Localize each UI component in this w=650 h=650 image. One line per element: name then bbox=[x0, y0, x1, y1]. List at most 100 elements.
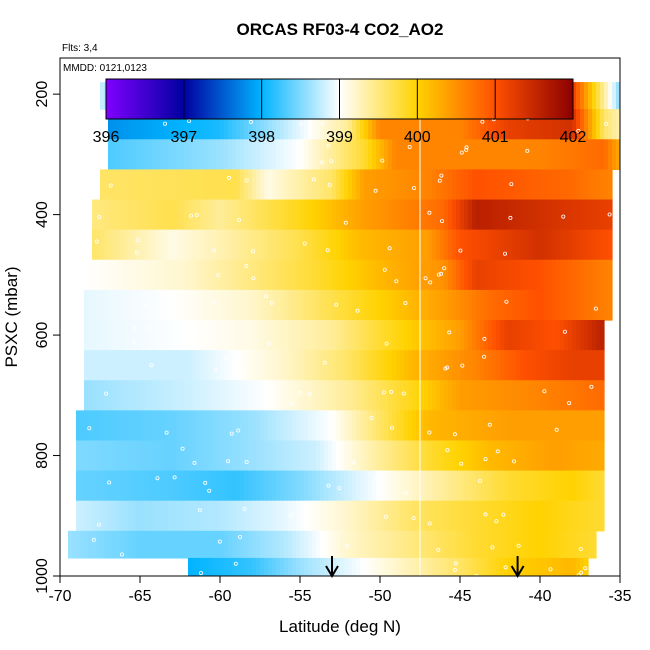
heatmap-cell bbox=[492, 410, 497, 442]
heatmap-cell bbox=[368, 557, 373, 576]
heatmap-cell bbox=[364, 350, 369, 381]
heatmap-cell bbox=[356, 259, 361, 291]
heatmap-cell bbox=[516, 530, 521, 559]
heatmap-cell bbox=[500, 229, 505, 261]
heatmap-cell bbox=[260, 380, 265, 411]
heatmap-cell bbox=[268, 169, 273, 201]
heatmap-cell bbox=[500, 289, 505, 321]
heatmap-cell bbox=[164, 199, 169, 231]
heatmap-cell bbox=[524, 440, 529, 472]
heatmap-cell bbox=[472, 259, 477, 291]
heatmap-cell bbox=[192, 139, 197, 171]
sample-marker bbox=[389, 389, 394, 394]
heatmap-cell bbox=[324, 199, 329, 231]
heatmap-cell bbox=[96, 410, 101, 442]
heatmap-cell bbox=[264, 440, 269, 472]
heatmap-cell bbox=[516, 350, 521, 381]
heatmap-cell bbox=[600, 320, 605, 351]
heatmap-cell bbox=[212, 259, 217, 291]
heatmap-cell bbox=[556, 440, 561, 472]
heatmap-cell bbox=[200, 320, 205, 351]
heatmap-cell bbox=[260, 530, 265, 559]
heatmap-cell bbox=[576, 229, 581, 261]
heatmap-cell bbox=[392, 380, 397, 411]
heatmap-cell bbox=[560, 440, 565, 472]
heatmap-cell bbox=[128, 440, 133, 472]
heatmap-cell bbox=[184, 169, 189, 201]
heatmap-cell bbox=[300, 139, 305, 171]
heatmap-cell bbox=[144, 289, 149, 321]
heatmap-cell bbox=[424, 500, 429, 532]
heatmap-cell bbox=[376, 289, 381, 321]
heatmap-cell bbox=[128, 199, 133, 231]
heatmap-cell bbox=[532, 350, 537, 381]
heatmap-cell bbox=[280, 169, 285, 201]
heatmap-cell bbox=[180, 500, 185, 532]
heatmap-cell bbox=[96, 320, 101, 351]
heatmap-cell bbox=[224, 229, 229, 261]
heatmap-cell bbox=[440, 229, 445, 261]
heatmap-cell bbox=[532, 259, 537, 291]
heatmap-cell bbox=[420, 229, 425, 261]
heatmap-cell bbox=[116, 289, 121, 321]
heatmap-cell bbox=[244, 470, 249, 502]
heatmap-cell bbox=[436, 530, 441, 559]
y-tick-label: 200 bbox=[34, 81, 51, 108]
heatmap-cell bbox=[484, 530, 489, 559]
heatmap-cell bbox=[224, 440, 229, 472]
heatmap-cell bbox=[292, 169, 297, 201]
heatmap-cell bbox=[396, 199, 401, 231]
heatmap-cell bbox=[192, 169, 197, 201]
heatmap-cell bbox=[228, 199, 233, 231]
heatmap-cell bbox=[476, 410, 481, 442]
heatmap-cell bbox=[580, 169, 585, 201]
heatmap-cell bbox=[412, 169, 417, 201]
heatmap-cell bbox=[380, 229, 385, 261]
heatmap-cell bbox=[424, 380, 429, 411]
heatmap-cell bbox=[112, 350, 117, 381]
heatmap-cell bbox=[380, 530, 385, 559]
heatmap-cell bbox=[348, 199, 353, 231]
heatmap-cell bbox=[524, 350, 529, 381]
heatmap-cell bbox=[464, 530, 469, 559]
heatmap-cell bbox=[472, 169, 477, 201]
heatmap-cell bbox=[592, 229, 597, 261]
sample-marker bbox=[194, 212, 199, 217]
heatmap-cell bbox=[544, 470, 549, 502]
heatmap-cell bbox=[196, 289, 201, 321]
heatmap-cell bbox=[324, 440, 329, 472]
sample-marker bbox=[452, 432, 457, 437]
heatmap-cell bbox=[412, 199, 417, 231]
heatmap-cell bbox=[276, 440, 281, 472]
heatmap-cell bbox=[280, 500, 285, 532]
heatmap-cell bbox=[524, 169, 529, 201]
heatmap-cell bbox=[356, 380, 361, 411]
heatmap-cell bbox=[144, 229, 149, 261]
heatmap-cell bbox=[396, 259, 401, 291]
heatmap-cell bbox=[128, 350, 133, 381]
heatmap-cell bbox=[204, 350, 209, 381]
heatmap-cell bbox=[600, 500, 605, 532]
heatmap-cell bbox=[440, 500, 445, 532]
heatmap-cell bbox=[412, 380, 417, 411]
heatmap-cell bbox=[292, 199, 297, 231]
heatmap-cell bbox=[600, 410, 605, 442]
heatmap-cell bbox=[464, 229, 469, 261]
heatmap-cell bbox=[120, 199, 125, 231]
heatmap-cell bbox=[428, 440, 433, 472]
heatmap-cell bbox=[344, 229, 349, 261]
heatmap-cell bbox=[320, 557, 325, 576]
heatmap-cell bbox=[172, 289, 177, 321]
heatmap-cell bbox=[400, 500, 405, 532]
heatmap-cell bbox=[104, 470, 109, 502]
heatmap-cell bbox=[264, 557, 269, 576]
heatmap-cell bbox=[556, 500, 561, 532]
heatmap-cell bbox=[520, 410, 525, 442]
heatmap-cell bbox=[116, 350, 121, 381]
heatmap-cell bbox=[328, 259, 333, 291]
heatmap-cell bbox=[160, 410, 165, 442]
heatmap-cell bbox=[492, 199, 497, 231]
heatmap-cell bbox=[300, 440, 305, 472]
heatmap-cell bbox=[372, 380, 377, 411]
heatmap-cell bbox=[148, 139, 153, 171]
